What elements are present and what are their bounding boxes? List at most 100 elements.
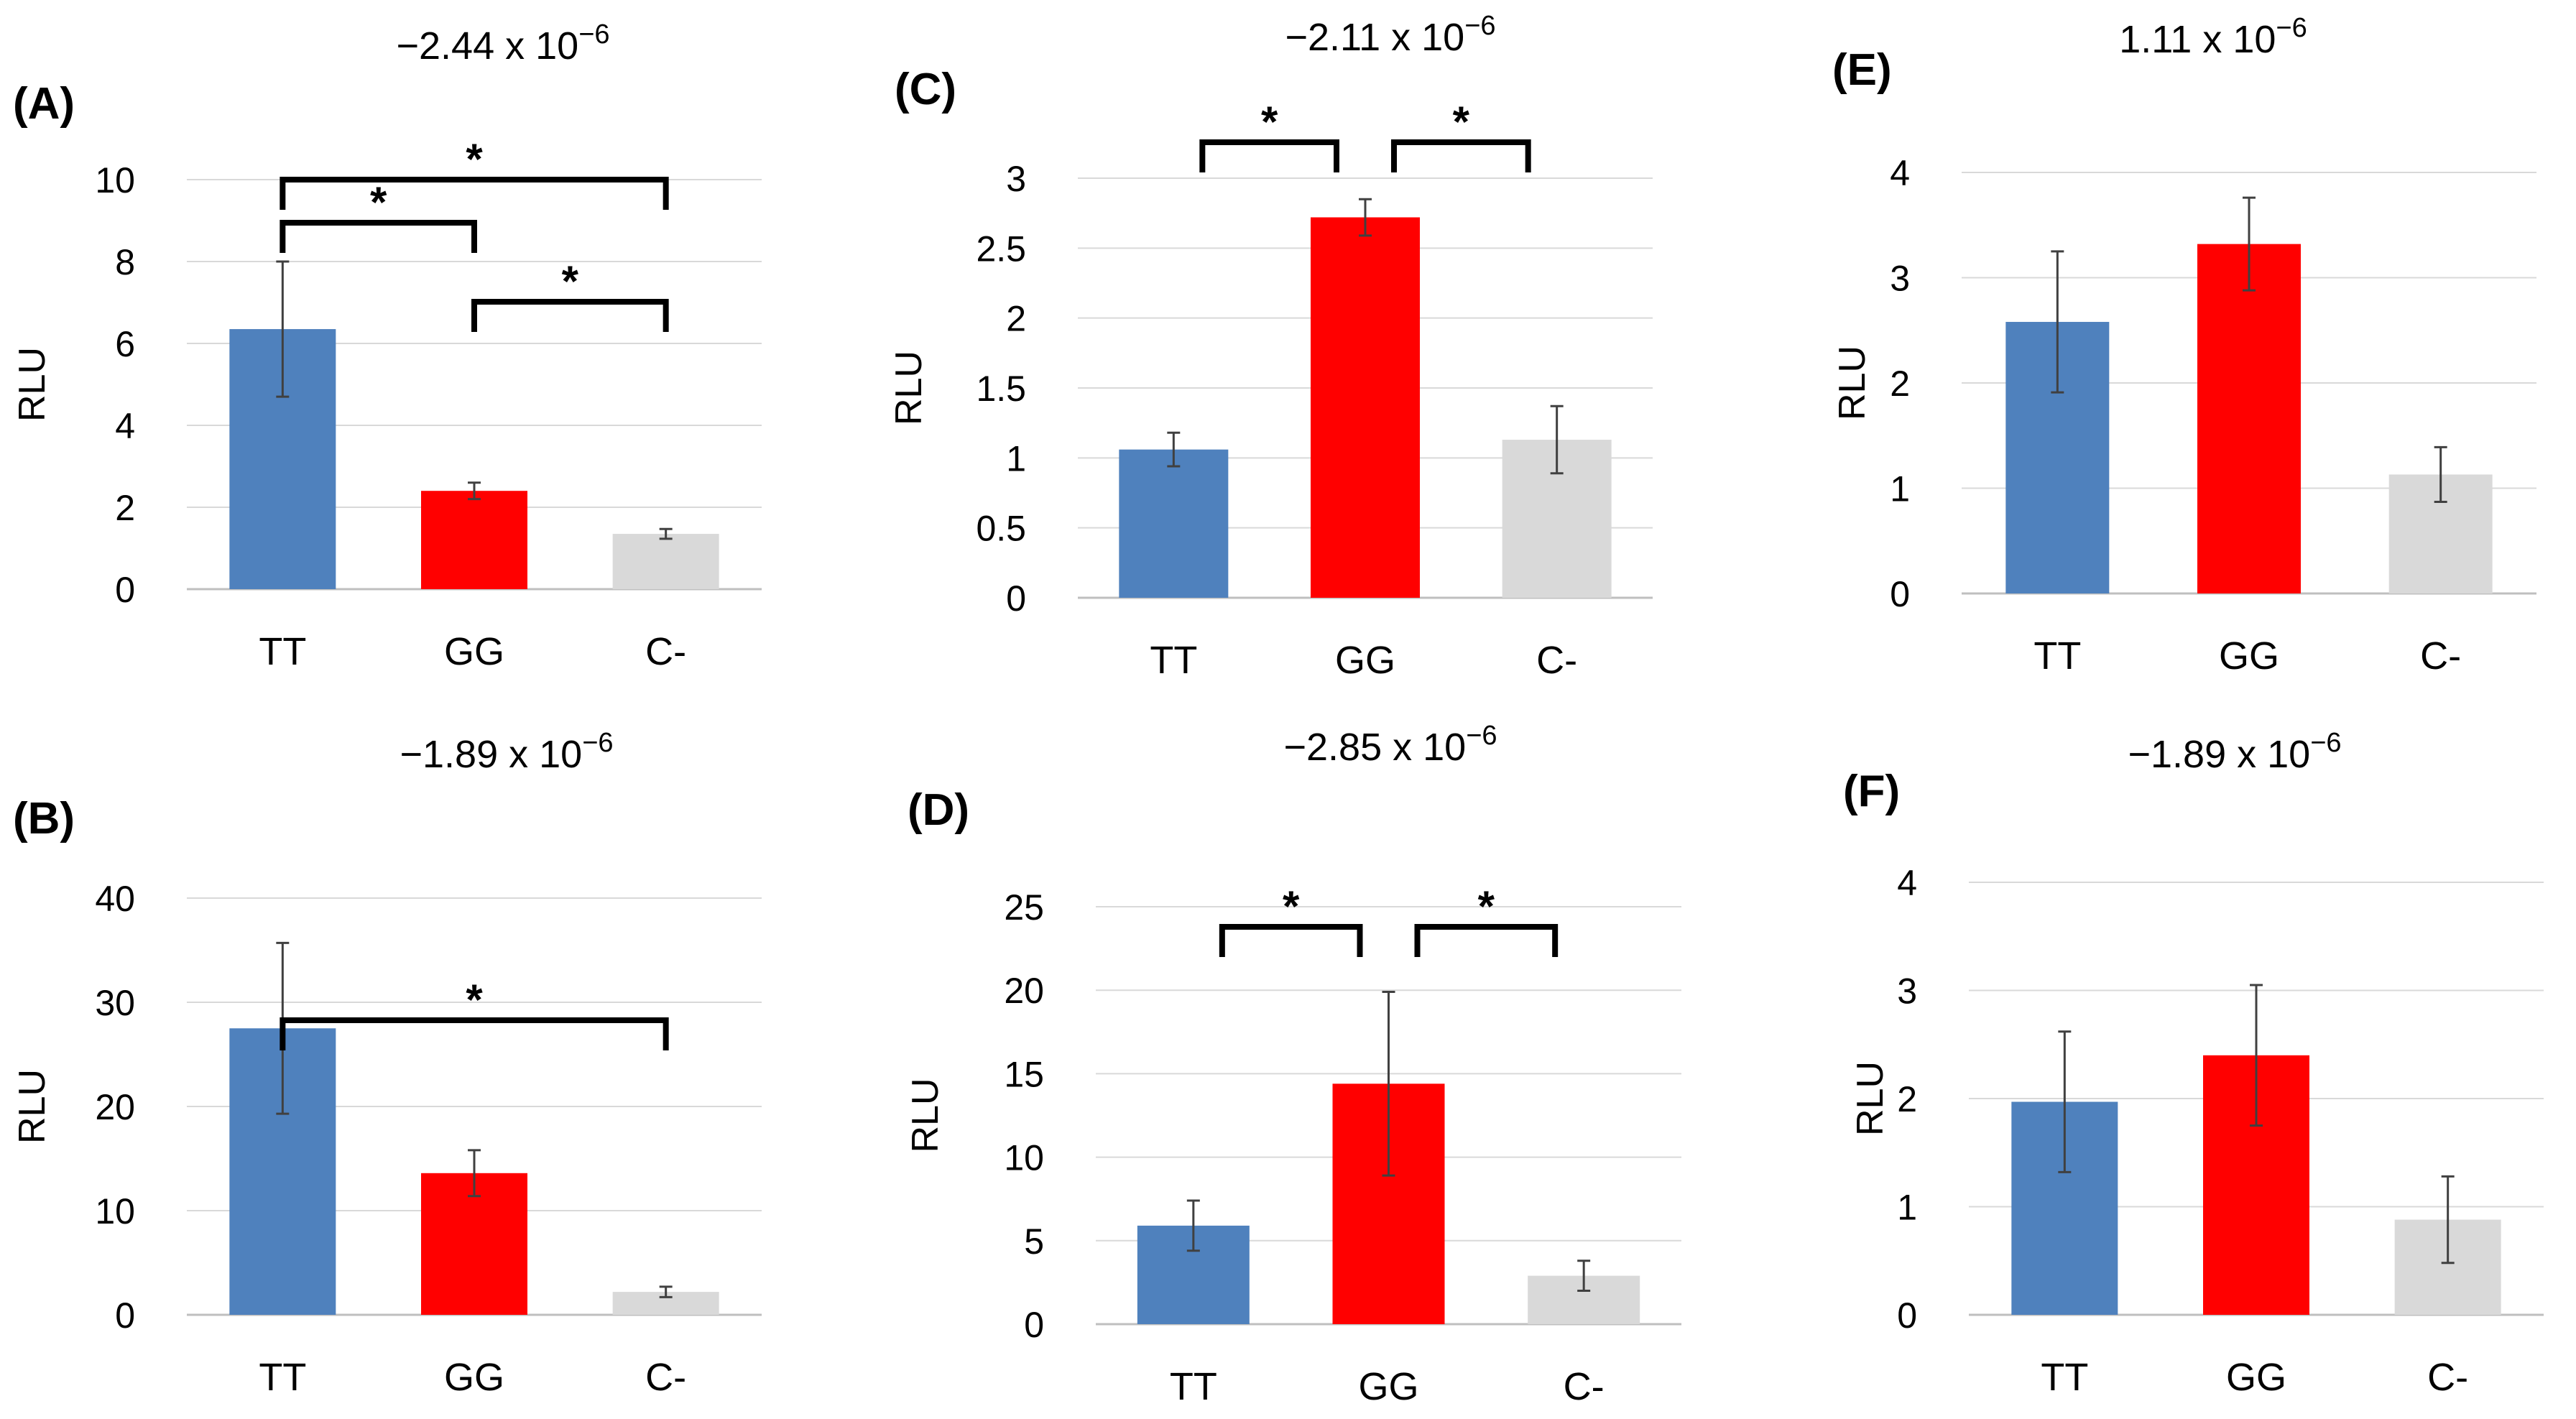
chart-title: −1.89 x 10−6: [2128, 728, 2341, 776]
panel-label: (F): [1843, 767, 1900, 816]
y-tick-label: 20: [95, 1087, 135, 1127]
significance-bracket: [1391, 139, 1531, 172]
significance-star: *: [466, 135, 483, 183]
x-tick-label: TT: [259, 1356, 306, 1399]
title-base: −2.85 x 10: [1283, 726, 1466, 769]
y-axis-label: RLU: [11, 347, 53, 422]
y-tick-label: 0.5: [976, 509, 1026, 549]
title-base: −2.11 x 10: [1285, 16, 1464, 59]
bar-C-: [612, 534, 719, 589]
x-tick-label: GG: [2219, 634, 2279, 678]
bar-GG: [421, 491, 527, 589]
y-tick-label: 2.5: [976, 228, 1026, 269]
x-tick-label: C-: [1536, 639, 1577, 682]
y-tick-label: 1: [1006, 438, 1026, 479]
x-tick-label: TT: [1150, 639, 1197, 682]
y-tick-label: 1: [1897, 1188, 1917, 1228]
x-tick-label: C-: [645, 1356, 686, 1399]
x-tick-label: TT: [1170, 1365, 1217, 1408]
chart-title: −2.85 x 10−6: [1283, 721, 1497, 769]
chart-title: −1.89 x 10−6: [400, 728, 613, 776]
panel-label: (C): [895, 65, 956, 114]
y-axis-label: RLU: [11, 1069, 53, 1144]
x-tick-label: GG: [444, 1356, 504, 1399]
x-tick-label: GG: [1358, 1365, 1418, 1408]
chart-panel-5: (F) −1.89 x 10−6 0 1 2 3 4 RLU TT GG C-: [1843, 728, 2544, 1399]
y-tick-label: 0: [1890, 574, 1910, 614]
x-tick-label: GG: [1335, 639, 1395, 682]
y-axis-label: RLU: [905, 1078, 946, 1152]
bar-GG: [1311, 217, 1420, 598]
significance-star: *: [1283, 882, 1300, 930]
x-tick-label: TT: [2033, 634, 2081, 678]
y-tick-label: 1.5: [976, 369, 1026, 409]
y-tick-label: 3: [1890, 259, 1910, 299]
significance-star: *: [1478, 882, 1495, 930]
y-tick-label: 0: [1024, 1305, 1044, 1345]
significance-bracket: [280, 1017, 669, 1050]
title-base: −1.89 x 10: [400, 733, 582, 776]
y-tick-label: 3: [1897, 971, 1917, 1012]
x-tick-label: GG: [444, 630, 504, 673]
y-tick-label: 10: [1004, 1138, 1044, 1178]
significance-star: *: [466, 976, 483, 1024]
bar-GG: [2197, 244, 2301, 593]
chart-panel-4: (E) 1.11 x 10−6 0 1 2 3 4 RLU TT GG C-: [1832, 13, 2536, 678]
y-tick-label: 4: [1897, 863, 1917, 903]
title-base: −2.44 x 10: [396, 24, 578, 68]
bar-TT: [1119, 449, 1229, 598]
y-tick-label: 2: [1006, 299, 1026, 339]
x-tick-label: C-: [2420, 634, 2461, 678]
y-tick-label: 0: [115, 1295, 135, 1336]
significance-bracket: [280, 220, 477, 253]
y-tick-label: 4: [115, 406, 135, 446]
title-exponent: −6: [2310, 728, 2341, 758]
y-tick-label: 20: [1004, 971, 1044, 1011]
y-tick-label: 2: [1890, 364, 1910, 404]
significance-bracket: [280, 177, 669, 210]
title-exponent: −6: [2276, 13, 2307, 43]
y-tick-label: 2: [115, 488, 135, 528]
chart-title: −2.44 x 10−6: [396, 19, 609, 68]
chart-panel-2: (C) −2.11 x 10−6 0 0.5 1 1.5 2 2.5 3 RLU TT GG C- * *: [888, 11, 1653, 682]
title-base: −1.89 x 10: [2128, 733, 2310, 776]
y-tick-label: 40: [95, 879, 135, 919]
y-tick-label: 5: [1024, 1221, 1044, 1262]
chart-panel-1: (B) −1.89 x 10−6 0 10 20 30 40 RLU TT GG C- *: [11, 728, 762, 1399]
x-tick-label: TT: [259, 630, 306, 673]
y-tick-label: 6: [115, 324, 135, 364]
x-tick-label: C-: [645, 630, 686, 673]
significance-star: *: [1261, 98, 1278, 146]
significance-bracket: [471, 299, 669, 332]
chart-title: −2.11 x 10−6: [1285, 11, 1495, 59]
significance-bracket: [1219, 924, 1363, 957]
y-tick-label: 0: [1897, 1295, 1917, 1336]
panel-label: (E): [1832, 45, 1892, 95]
panel-label: (B): [13, 794, 75, 843]
x-tick-label: C-: [1564, 1365, 1605, 1408]
y-tick-label: 10: [95, 1191, 135, 1231]
significance-star: *: [562, 257, 579, 305]
chart-panel-3: (D) −2.85 x 10−6 0 5 10 15 20 25 RLU TT GG C- * *: [905, 721, 1681, 1408]
title-exponent: −6: [582, 728, 613, 758]
y-tick-label: 15: [1004, 1054, 1044, 1094]
title-exponent: −6: [1464, 11, 1495, 41]
significance-star: *: [370, 178, 387, 226]
y-axis-label: RLU: [1850, 1061, 1891, 1136]
y-tick-label: 0: [115, 570, 135, 610]
title-exponent: −6: [1466, 721, 1497, 751]
y-tick-label: 25: [1004, 887, 1044, 928]
title-exponent: −6: [578, 19, 609, 50]
x-tick-label: C-: [2427, 1356, 2468, 1399]
title-base: 1.11 x 10: [2119, 18, 2276, 61]
x-tick-label: TT: [2041, 1356, 2088, 1399]
x-tick-label: GG: [2226, 1356, 2286, 1399]
significance-bracket: [1199, 139, 1339, 172]
y-tick-label: 8: [115, 242, 135, 282]
y-axis-label: RLU: [888, 351, 930, 425]
y-tick-label: 4: [1890, 153, 1910, 193]
chart-title: 1.11 x 10−6: [2119, 13, 2307, 61]
y-tick-label: 0: [1006, 578, 1026, 619]
y-tick-label: 10: [95, 160, 135, 200]
